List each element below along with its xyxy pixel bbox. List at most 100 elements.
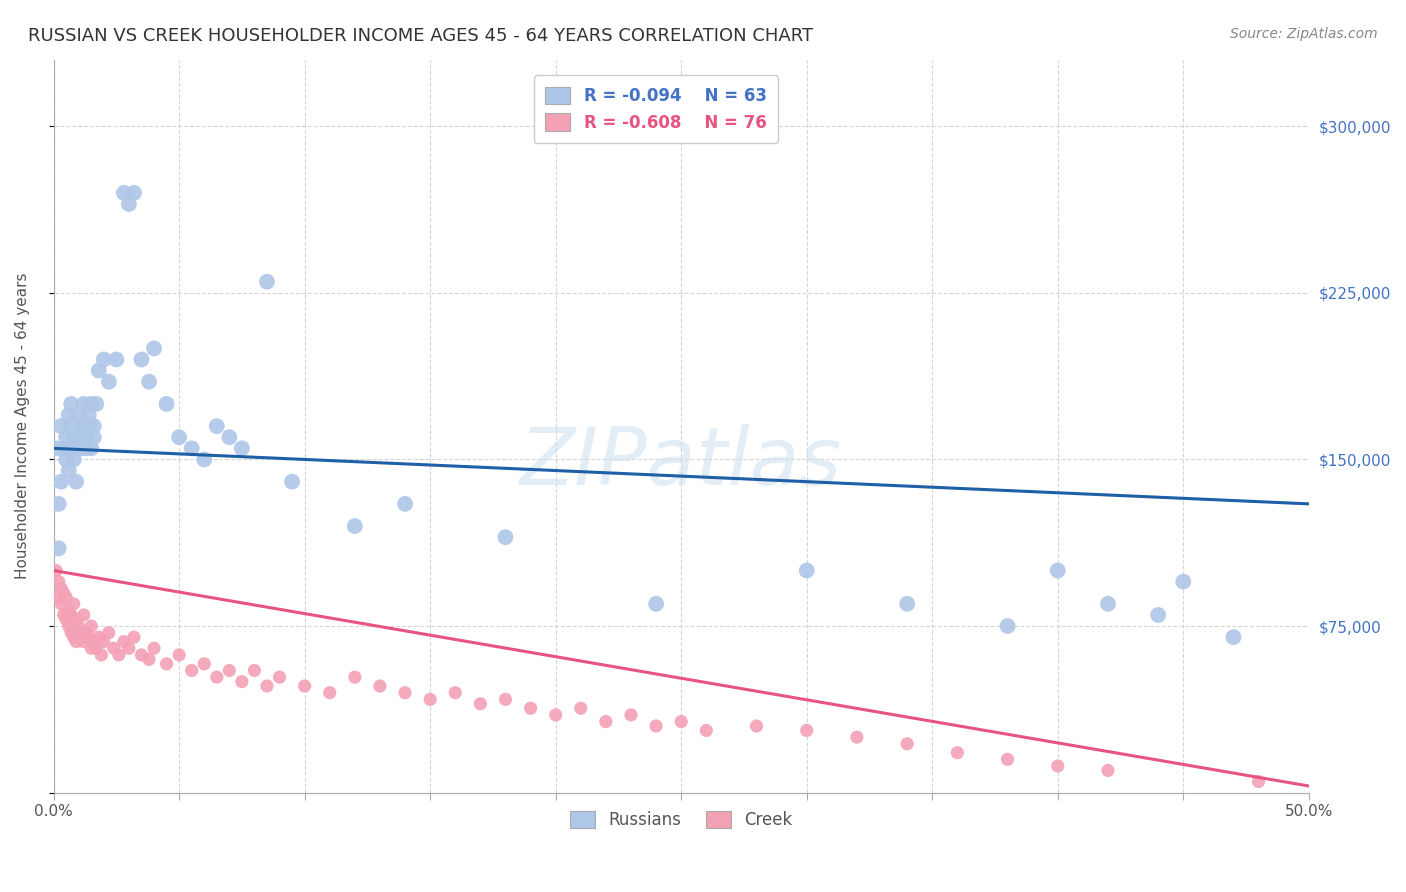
Point xyxy=(70,630,93,644)
Point xyxy=(796,564,818,578)
Point xyxy=(544,707,567,722)
Point xyxy=(319,686,342,700)
Point xyxy=(52,585,75,599)
Point xyxy=(49,582,72,596)
Point xyxy=(569,701,592,715)
Point xyxy=(595,714,617,729)
Point xyxy=(73,419,96,434)
Point xyxy=(75,430,97,444)
Point xyxy=(122,630,145,644)
Point xyxy=(143,342,166,356)
Point xyxy=(845,730,868,744)
Point xyxy=(103,641,125,656)
Point xyxy=(131,352,153,367)
Point xyxy=(167,648,190,662)
Point xyxy=(67,619,90,633)
Point xyxy=(105,352,128,367)
Point xyxy=(1046,759,1069,773)
Point xyxy=(180,664,202,678)
Point xyxy=(231,674,253,689)
Point xyxy=(73,607,96,622)
Point xyxy=(167,430,190,444)
Point xyxy=(55,590,77,604)
Point xyxy=(1046,564,1069,578)
Point xyxy=(55,430,77,444)
Point xyxy=(58,603,80,617)
Point xyxy=(48,590,70,604)
Point xyxy=(112,186,135,200)
Point xyxy=(138,652,160,666)
Point xyxy=(84,641,107,656)
Point xyxy=(77,408,100,422)
Point xyxy=(97,625,120,640)
Point xyxy=(93,634,115,648)
Point xyxy=(1247,774,1270,789)
Point xyxy=(83,634,105,648)
Y-axis label: Householder Income Ages 45 - 64 years: Householder Income Ages 45 - 64 years xyxy=(15,273,30,580)
Point xyxy=(118,641,141,656)
Point xyxy=(896,597,918,611)
Point xyxy=(62,597,84,611)
Point xyxy=(84,397,107,411)
Point xyxy=(49,597,72,611)
Point xyxy=(58,408,80,422)
Point xyxy=(45,442,67,456)
Point xyxy=(256,275,278,289)
Point xyxy=(470,697,492,711)
Point xyxy=(444,686,467,700)
Point xyxy=(131,648,153,662)
Point xyxy=(52,607,75,622)
Point xyxy=(218,430,240,444)
Point xyxy=(343,670,366,684)
Point xyxy=(896,737,918,751)
Point xyxy=(58,619,80,633)
Point xyxy=(83,430,105,444)
Point xyxy=(93,352,115,367)
Point xyxy=(73,397,96,411)
Point xyxy=(83,419,105,434)
Point xyxy=(49,475,72,489)
Point xyxy=(695,723,717,738)
Point xyxy=(67,625,90,640)
Point xyxy=(65,612,87,626)
Point xyxy=(77,630,100,644)
Point xyxy=(495,692,517,706)
Point xyxy=(343,519,366,533)
Point xyxy=(1147,607,1170,622)
Point xyxy=(108,648,131,662)
Point xyxy=(155,657,177,671)
Point xyxy=(62,630,84,644)
Point xyxy=(62,430,84,444)
Point xyxy=(368,679,391,693)
Point xyxy=(55,452,77,467)
Point xyxy=(112,634,135,648)
Point xyxy=(419,692,441,706)
Point xyxy=(997,619,1019,633)
Text: Source: ZipAtlas.com: Source: ZipAtlas.com xyxy=(1230,27,1378,41)
Point xyxy=(67,408,90,422)
Point xyxy=(80,397,103,411)
Point xyxy=(796,723,818,738)
Point xyxy=(67,430,90,444)
Text: RUSSIAN VS CREEK HOUSEHOLDER INCOME AGES 45 - 64 YEARS CORRELATION CHART: RUSSIAN VS CREEK HOUSEHOLDER INCOME AGES… xyxy=(28,27,813,45)
Point xyxy=(45,564,67,578)
Point xyxy=(48,574,70,589)
Point xyxy=(60,607,83,622)
Point xyxy=(48,497,70,511)
Point xyxy=(75,625,97,640)
Point xyxy=(269,670,291,684)
Point xyxy=(1097,597,1119,611)
Point xyxy=(193,452,215,467)
Point xyxy=(243,664,266,678)
Point xyxy=(256,679,278,693)
Point xyxy=(180,442,202,456)
Point xyxy=(495,530,517,544)
Point xyxy=(62,452,84,467)
Text: ZIPatlas: ZIPatlas xyxy=(520,424,842,502)
Point xyxy=(60,625,83,640)
Point xyxy=(118,197,141,211)
Point xyxy=(65,475,87,489)
Point xyxy=(620,707,643,722)
Point xyxy=(645,719,668,733)
Point xyxy=(48,541,70,556)
